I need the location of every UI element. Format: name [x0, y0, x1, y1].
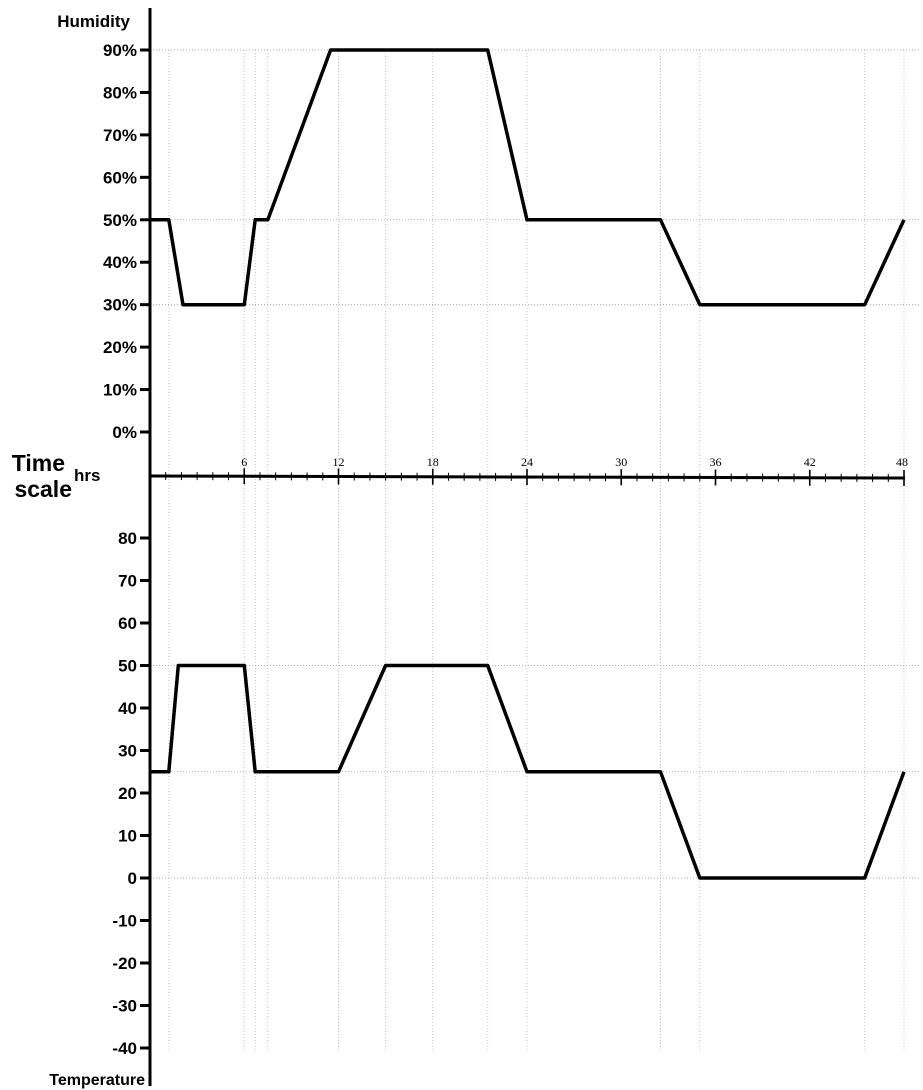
time-scale-label-line2: scale [14, 476, 72, 502]
temperature-series-line [150, 663, 906, 880]
time-unit-label: hrs [74, 466, 100, 485]
temperature-tick-label: 20 [118, 784, 137, 803]
temperature-tick-label: 60 [118, 614, 137, 633]
time-tick-label: 6 [241, 455, 247, 469]
humidity-tick-label: 80% [103, 83, 137, 102]
humidity-tick-label: 70% [103, 126, 137, 145]
time-tick-label: 30 [615, 455, 627, 469]
temperature-tick-label: -40 [112, 1039, 137, 1058]
temperature-tick-label: 40 [118, 699, 137, 718]
temperature-tick-label: -10 [112, 912, 137, 931]
time-tick-label: 12 [333, 455, 345, 469]
humidity-tick-label: 40% [103, 253, 137, 272]
time-scale-label-line1: Time [12, 450, 65, 476]
temperature-tick-label: 30 [118, 742, 137, 761]
time-tick-label: 42 [804, 455, 816, 469]
temperature-tick-label: 70 [118, 572, 137, 591]
time-tick-label: 48 [896, 455, 908, 469]
axis-layer [148, 8, 906, 1086]
temperature-axis-label: Temperature [49, 1072, 145, 1089]
time-tick-label: 36 [710, 455, 722, 469]
humidity-axis-label: Humidity [57, 12, 130, 31]
time-tick-label: 24 [521, 455, 533, 469]
humidity-series-line [150, 48, 906, 307]
time-tick-label: 18 [427, 455, 439, 469]
grid-layer [150, 49, 920, 1050]
temperature-tick-label: -30 [112, 997, 137, 1016]
humidity-tick-label: 60% [103, 168, 137, 187]
humidity-tick-label: 30% [103, 296, 137, 315]
tick-layer: 90%80%70%60%50%40%30%20%10%0%80706050403… [103, 41, 908, 1058]
temperature-tick-label: 10 [118, 827, 137, 846]
series-layer [150, 48, 906, 880]
temperature-tick-label: 80 [118, 529, 137, 548]
temperature-tick-label: 0 [128, 869, 137, 888]
humidity-tick-label: 0% [112, 423, 137, 442]
humidity-tick-label: 20% [103, 338, 137, 357]
humidity-tick-label: 50% [103, 211, 137, 230]
temperature-tick-label: 50 [118, 657, 137, 676]
temperature-tick-label: -20 [112, 954, 137, 973]
humidity-tick-label: 10% [103, 381, 137, 400]
humidity-tick-label: 90% [103, 41, 137, 60]
